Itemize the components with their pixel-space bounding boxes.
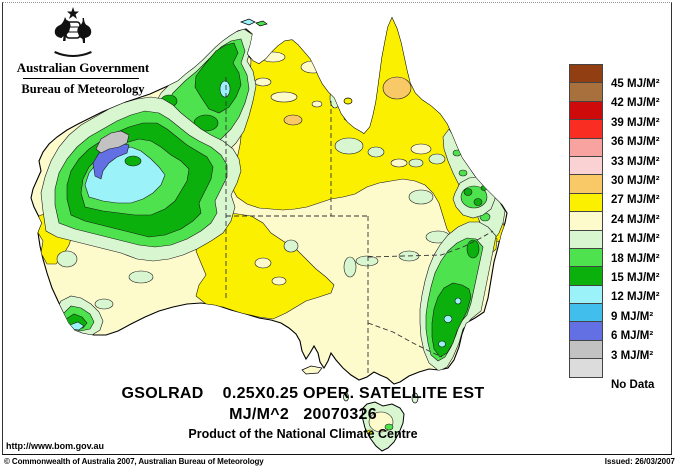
- legend-label: 3 MJ/M²: [611, 349, 654, 362]
- bureau-title: Bureau of Meteorology: [21, 82, 145, 96]
- legend-swatch: [569, 247, 603, 268]
- legend-label: 45 MJ/M²: [611, 77, 660, 90]
- government-title: Australian Government: [16, 60, 150, 75]
- legend-swatch: [569, 211, 603, 231]
- legend-swatch: [569, 155, 603, 176]
- map-frame: Australian Government Bureau of Meteorol…: [2, 2, 672, 455]
- issued-date: Issued: 26/03/2007: [604, 457, 675, 466]
- legend-label: 6 MJ/M²: [611, 330, 654, 343]
- region-orange-cape-york: [382, 76, 412, 100]
- legend-swatch: [569, 339, 603, 360]
- legend-label: 42 MJ/M²: [611, 97, 660, 110]
- legend-label: 9 MJ/M²: [611, 310, 654, 323]
- map-title-line3: Product of the National Climate Centre: [188, 427, 418, 441]
- legend-swatch: [569, 119, 603, 139]
- legend-label: 36 MJ/M²: [611, 136, 660, 149]
- legend-swatch: [569, 100, 603, 121]
- legend-label: 30 MJ/M²: [611, 174, 660, 187]
- legend-label: No Data: [611, 378, 655, 391]
- crest-star: [67, 7, 79, 19]
- legend-bar: [569, 64, 603, 378]
- legend-swatch: [569, 303, 603, 323]
- map-title-block: GSOLRAD 0.25X0.25 OPER. SATELLITE EST MJ…: [3, 385, 603, 441]
- map-title-line2: MJ/M^2 20070326: [229, 406, 377, 423]
- legend-label: 21 MJ/M²: [611, 233, 660, 246]
- legend-swatch: [569, 82, 603, 102]
- crest-emu: [77, 18, 92, 43]
- legend-swatch: [569, 137, 603, 157]
- legend-swatch: [569, 284, 603, 305]
- map-title-line1: GSOLRAD 0.25X0.25 OPER. SATELLITE EST: [121, 385, 485, 402]
- legend-swatch: [569, 358, 603, 378]
- region-no-data-gray: [95, 130, 130, 154]
- legend-label: 18 MJ/M²: [611, 252, 660, 265]
- crest-kangaroo: [54, 17, 71, 41]
- legend-swatch: [569, 174, 603, 194]
- australia-solar-map: [30, 16, 508, 452]
- legend-label: 24 MJ/M²: [611, 213, 660, 226]
- islands: [240, 18, 419, 404]
- legend: 45 MJ/M² 42 MJ/M² 39 MJ/M² 36 MJ/M² 33 MJ/M²…: [569, 64, 673, 405]
- legend-swatch: [569, 64, 603, 84]
- crest-scroll: [54, 51, 92, 57]
- legend-label: 27 MJ/M²: [611, 194, 660, 207]
- tasmania-regions: [366, 411, 394, 435]
- legend-swatch: [569, 266, 603, 286]
- bom-url: http://www.bom.gov.au: [6, 441, 104, 451]
- legend-label: 12 MJ/M²: [611, 291, 660, 304]
- copyright-text: © Commonwealth of Australia 2007, Austra…: [4, 457, 264, 466]
- state-borders: [225, 77, 494, 373]
- legend-swatch: [569, 321, 603, 341]
- coat-of-arms: [54, 7, 92, 57]
- legend-swatch: [569, 192, 603, 213]
- legend-label: 33 MJ/M²: [611, 155, 660, 168]
- contour-regions: [36, 18, 507, 372]
- legend-label: 15 MJ/M²: [611, 271, 660, 284]
- legend-swatch: [569, 229, 603, 249]
- legend-label: 39 MJ/M²: [611, 116, 660, 129]
- header-divider: [23, 78, 139, 79]
